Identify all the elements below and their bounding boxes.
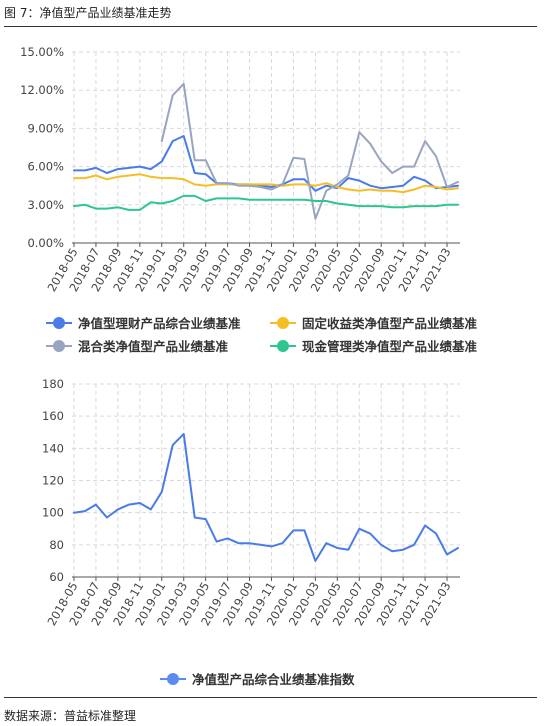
series-line — [160, 82, 459, 220]
y-tick-label: 15.00% — [20, 45, 64, 59]
legend-swatch-yellow — [270, 316, 296, 329]
y-tick-label: 6.00% — [27, 160, 64, 174]
legend-item-mixed[interactable]: 混合类净值型产品业绩基准 — [46, 336, 228, 355]
figure-title: 图 7：净值型产品业绩基准走势 — [4, 6, 172, 20]
source-note: 数据来源：普益标准整理 — [4, 709, 137, 723]
y-tick-label: 60 — [49, 570, 64, 584]
chart-2: 60801001201401601802018-052018-072018-09… — [42, 377, 460, 628]
bottom-rule — [4, 697, 537, 698]
y-tick-label: 100 — [42, 506, 64, 520]
legend-label: 固定收益类净值型产品业绩基准 — [302, 316, 478, 331]
y-tick-label: 12.00% — [20, 83, 64, 97]
y-tick-label: 140 — [42, 441, 64, 455]
legend-swatch-blue — [160, 672, 186, 685]
legend-label: 净值型产品综合业绩基准指数 — [192, 672, 355, 687]
legend-label: 现金管理类净值型产品业绩基准 — [302, 339, 478, 354]
series-line — [73, 173, 459, 194]
chart-1: 0.00%3.00%6.00%9.00%12.00%15.00%2018-052… — [20, 45, 460, 294]
legend-item-fixed-income[interactable]: 固定收益类净值型产品业绩基准 — [270, 313, 477, 332]
y-tick-label: 9.00% — [27, 121, 64, 135]
y-tick-label: 120 — [42, 474, 64, 488]
legend-swatch-blue — [46, 316, 72, 329]
y-tick-label: 160 — [42, 409, 64, 423]
legend-label: 混合类净值型产品业绩基准 — [78, 339, 229, 354]
top-rule — [4, 26, 537, 27]
y-tick-label: 3.00% — [27, 198, 64, 212]
legend-item-index[interactable]: 净值型产品综合业绩基准指数 — [160, 669, 355, 688]
series-line — [73, 194, 459, 211]
y-tick-label: 180 — [42, 377, 64, 391]
legend-swatch-gray — [46, 339, 72, 352]
legend-label: 净值型理财产品综合业绩基准 — [78, 316, 241, 331]
y-tick-label: 80 — [49, 538, 64, 552]
series-line — [73, 135, 459, 192]
legend-swatch-green — [270, 339, 296, 352]
legend-item-composite[interactable]: 净值型理财产品综合业绩基准 — [46, 313, 241, 332]
series-line — [73, 432, 459, 562]
y-tick-label: 0.00% — [27, 236, 64, 250]
legend-item-cash[interactable]: 现金管理类净值型产品业绩基准 — [270, 336, 477, 355]
